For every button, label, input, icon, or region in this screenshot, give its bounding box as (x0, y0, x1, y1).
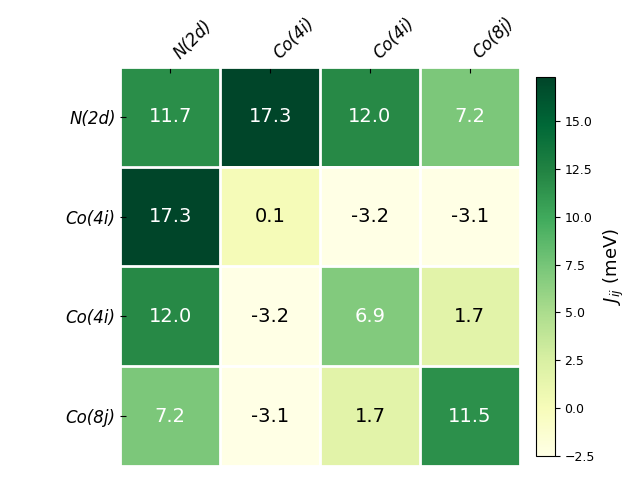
Text: -3.1: -3.1 (451, 207, 489, 226)
Text: 12.0: 12.0 (348, 107, 392, 126)
Text: 1.7: 1.7 (355, 407, 385, 426)
Text: 11.5: 11.5 (448, 407, 492, 426)
Text: 1.7: 1.7 (454, 307, 485, 326)
Text: 17.3: 17.3 (148, 207, 192, 226)
Text: 7.2: 7.2 (454, 107, 485, 126)
Text: 6.9: 6.9 (355, 307, 385, 326)
Text: 11.7: 11.7 (148, 107, 192, 126)
Text: -3.2: -3.2 (351, 207, 389, 226)
Text: 12.0: 12.0 (148, 307, 192, 326)
Y-axis label: $J_{ij}$ (meV): $J_{ij}$ (meV) (602, 228, 626, 305)
Text: -3.1: -3.1 (251, 407, 289, 426)
Text: 17.3: 17.3 (248, 107, 292, 126)
Text: 7.2: 7.2 (155, 407, 186, 426)
Text: -3.2: -3.2 (251, 307, 289, 326)
Text: 0.1: 0.1 (255, 207, 285, 226)
